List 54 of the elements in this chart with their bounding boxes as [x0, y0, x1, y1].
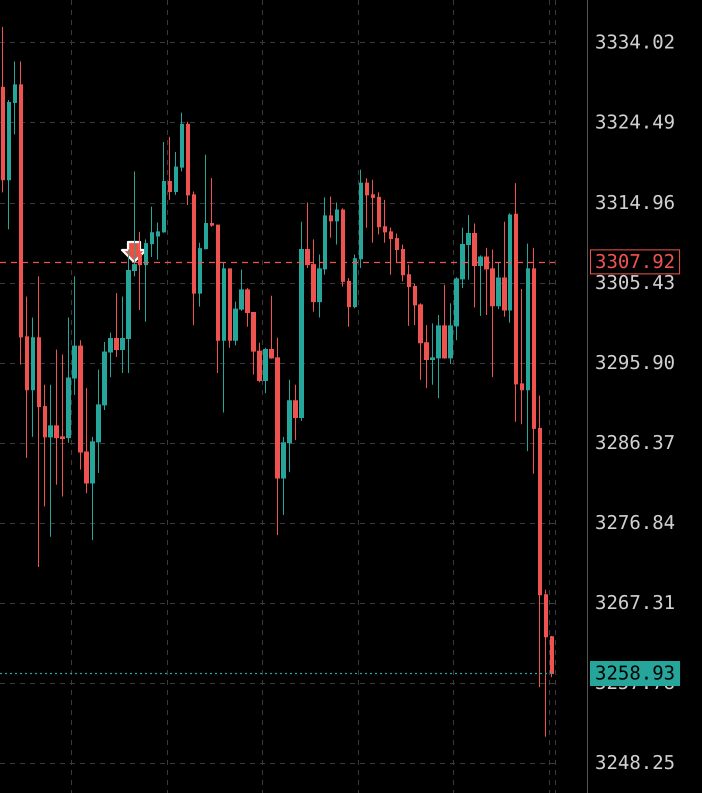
candlestick [538, 395, 542, 688]
candlestick [293, 384, 298, 441]
candlestick [198, 242, 202, 308]
candlestick [13, 60, 17, 135]
candlestick [550, 635, 554, 678]
candlestick [377, 192, 381, 235]
candlestick [299, 221, 304, 422]
candlestick [180, 112, 184, 172]
ref-line-label: 3258.93 [595, 662, 676, 684]
candlestick [210, 178, 214, 228]
candlestick [371, 179, 375, 244]
candlestick [204, 154, 208, 250]
candlestick [31, 317, 35, 438]
candlestick [544, 589, 548, 738]
candlestick [228, 268, 232, 348]
y-tick-label: 3295.90 [595, 352, 676, 374]
candlestick [174, 152, 178, 196]
candlestick [7, 99, 11, 230]
candlestick [335, 202, 339, 245]
candlestick [156, 222, 160, 260]
candlestick [25, 296, 29, 458]
candlestick [1, 26, 5, 193]
candlestick [162, 141, 166, 234]
candlestick [359, 169, 363, 268]
candlestick [365, 178, 369, 228]
candlestick [478, 254, 483, 316]
candlestick [526, 243, 530, 452]
y-tick-label: 3286.37 [595, 432, 676, 454]
y-tick-label: 3314.96 [595, 192, 676, 214]
candlestick [383, 199, 387, 244]
ref-line-label: 3307.92 [595, 250, 676, 273]
y-tick-label: 3324.49 [595, 112, 676, 134]
y-tick-label: 3267.31 [595, 592, 676, 614]
candlestick [222, 262, 226, 413]
y-tick-label: 3305.43 [595, 272, 676, 294]
candlestick [508, 212, 512, 324]
candlestick [43, 384, 47, 508]
candlestick [496, 262, 501, 310]
candlestick [329, 196, 333, 238]
candlestick [168, 136, 172, 200]
y-tick-label: 3334.02 [595, 32, 676, 54]
candlestick [150, 206, 154, 258]
candlestick [48, 384, 53, 538]
candlestick [347, 278, 351, 328]
y-tick-label: 3248.25 [595, 752, 676, 774]
y-tick-label: 3276.84 [595, 512, 676, 534]
candlestick [114, 292, 119, 358]
candlestick [442, 284, 447, 360]
candlestick [520, 288, 524, 425]
candlestick [263, 347, 268, 394]
candlestick [37, 276, 41, 568]
candlestick [144, 238, 148, 322]
candlestick [353, 254, 357, 309]
candlestick [186, 121, 190, 206]
